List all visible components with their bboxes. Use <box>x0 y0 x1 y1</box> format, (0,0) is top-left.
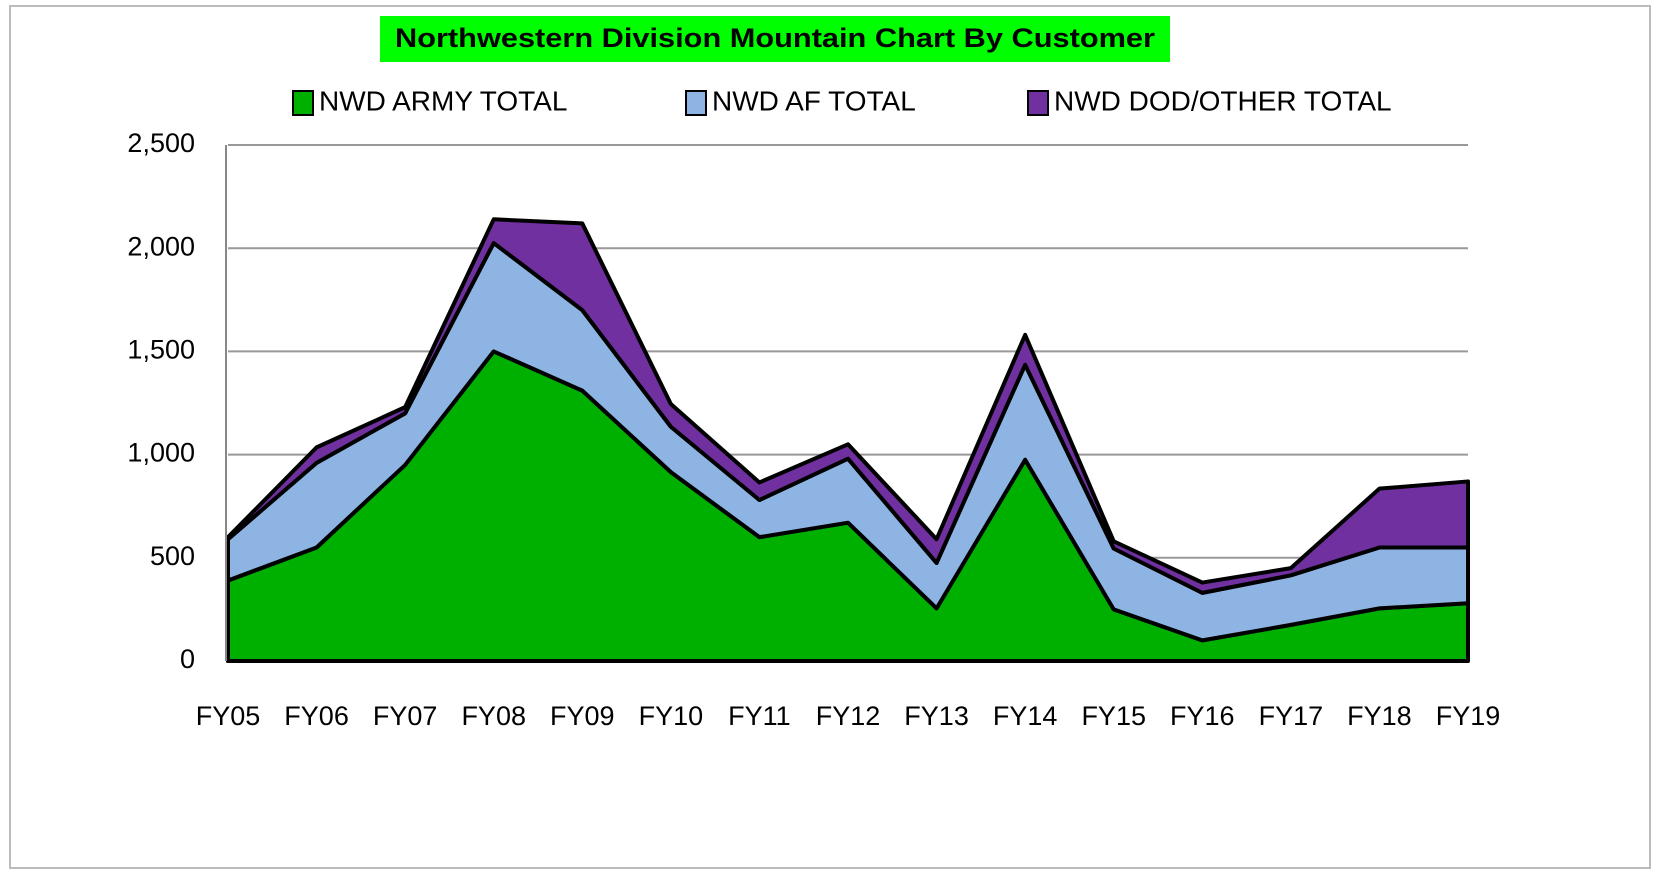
y-tick-label: 2,500 <box>127 128 195 158</box>
legend-swatch <box>1027 90 1049 116</box>
y-tick-label: 0 <box>180 644 195 674</box>
x-tick-label: FY16 <box>1170 701 1235 731</box>
x-tick-label: FY06 <box>284 701 349 731</box>
legend-label: NWD ARMY TOTAL <box>319 85 567 116</box>
x-tick-label: FY14 <box>993 701 1058 731</box>
x-tick-label: FY05 <box>196 701 261 731</box>
area <box>226 217 1470 595</box>
x-tick-label: FY17 <box>1259 701 1324 731</box>
y-tick-label: 500 <box>150 541 195 571</box>
legend-label: NWD AF TOTAL <box>712 85 916 116</box>
legend-label: NWD DOD/OTHER TOTAL <box>1054 85 1392 116</box>
x-tick-label: FY18 <box>1347 701 1412 731</box>
chart-title: Northwestern Division Mountain Chart By … <box>395 23 1156 53</box>
x-tick-label: FY07 <box>373 701 438 731</box>
legend-swatch <box>685 90 707 116</box>
y-tick-label: 1,500 <box>127 335 195 365</box>
y-tick-label: 1,000 <box>127 438 195 468</box>
x-tick-label: FY11 <box>728 701 791 731</box>
legend-swatch <box>292 90 314 116</box>
x-tick-label: FY19 <box>1436 701 1501 731</box>
y-tick-label: 2,000 <box>127 231 195 261</box>
x-tick-label: FY15 <box>1081 701 1146 731</box>
x-tick-label: FY13 <box>904 701 969 731</box>
x-tick-label: FY10 <box>639 701 704 731</box>
title-background <box>380 16 1170 62</box>
x-tick-label: FY08 <box>461 701 526 731</box>
chart-frame <box>9 5 1651 869</box>
x-tick-label: FY12 <box>816 701 881 731</box>
x-tick-label: FY09 <box>550 701 615 731</box>
